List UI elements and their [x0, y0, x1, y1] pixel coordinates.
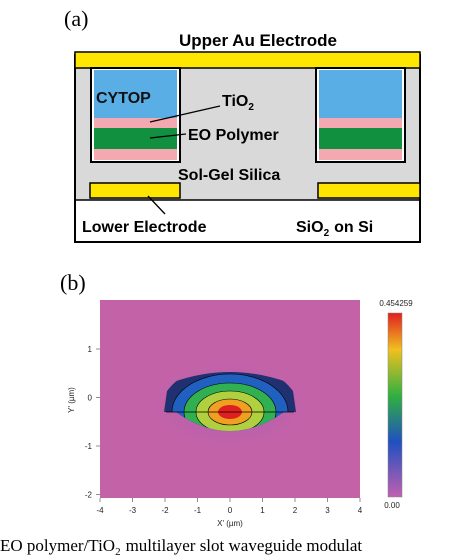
caption: EO polymer/TiO2 multilayer slot waveguide…: [0, 536, 362, 555]
caption-text: EO polymer/TiO: [0, 536, 115, 555]
x-axis-label: X' (µm): [217, 519, 243, 528]
x-tick-label: -1: [194, 506, 202, 515]
panel-label: (a): [64, 6, 88, 31]
tio2-label: TiO2: [222, 93, 254, 113]
label-text: on Si: [334, 219, 373, 236]
y-axis-label: Y' (µm): [67, 387, 76, 413]
eo-label: EO Polymer: [188, 127, 279, 144]
subscript: 2: [324, 228, 330, 239]
left-stack: [90, 67, 181, 163]
colorbar: [387, 312, 403, 498]
x-tick-label: 1: [260, 506, 265, 515]
axis-ticks: -4 -3 -2 -1 0 1 2 3 4 1 0 -1 -2: [85, 345, 363, 515]
eo-layer: [94, 128, 177, 149]
x-tick-label: 2: [293, 506, 298, 515]
electrode-label: Upper Au Electrode: [179, 31, 337, 50]
x-tick-label: 3: [325, 506, 330, 515]
cytop-layer: [94, 70, 177, 118]
label-text: SiO: [296, 219, 324, 236]
colorbar-min: 0.00: [384, 501, 400, 510]
tio2-layer: [94, 118, 177, 128]
panel-label: (b): [60, 270, 86, 295]
silica-label: Sol-Gel Silica: [178, 167, 280, 184]
cytop-layer: [319, 70, 402, 118]
tio2-layer: [319, 149, 402, 160]
lower-electrode: [317, 182, 421, 199]
colorbar-max: 0.454259: [379, 299, 413, 308]
caption-text: multilayer slot waveguide modulat: [126, 536, 363, 555]
y-tick-label: 1: [88, 345, 93, 354]
leader-line: [149, 105, 221, 123]
tio2-layer: [319, 118, 402, 128]
subscript: 2: [248, 102, 254, 113]
upper-electrode: [74, 51, 421, 69]
x-tick-label: -3: [129, 506, 137, 515]
cytop-label: CYTOP: [96, 90, 151, 107]
tio2-layer: [94, 149, 177, 160]
lower-electrode-label: Lower Electrode: [82, 219, 207, 236]
y-tick-label: -2: [85, 491, 93, 500]
x-tick-label: -2: [161, 506, 169, 515]
leader-line: [149, 133, 187, 139]
substrate-label: SiO2 on Si: [296, 219, 373, 239]
lower-electrode: [89, 182, 181, 199]
y-tick-label: 0: [88, 394, 93, 403]
right-stack: [315, 67, 406, 163]
y-tick-label: -1: [85, 442, 93, 451]
x-tick-label: -4: [96, 506, 104, 515]
label-text: TiO: [222, 93, 248, 110]
x-tick-label: 0: [228, 506, 233, 515]
x-tick-label: 4: [358, 506, 363, 515]
subscript: 2: [115, 546, 121, 555]
leader-line: [147, 195, 166, 215]
eo-layer: [319, 128, 402, 149]
